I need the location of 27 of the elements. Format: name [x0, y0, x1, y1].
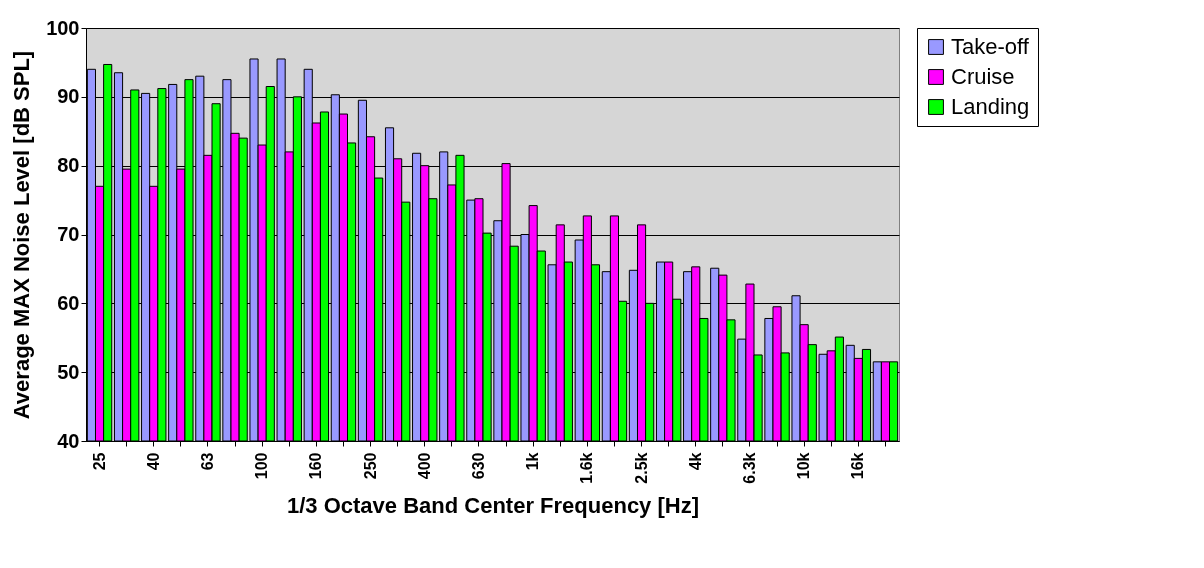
x-tick-label: 25 — [90, 452, 108, 471]
x-tick-label: 1.6k — [578, 452, 596, 484]
x-tick-label: 16k — [849, 452, 867, 480]
x-tick-label: 4k — [686, 452, 704, 471]
legend-label: Take-off — [951, 34, 1030, 59]
x-tick-label: 63 — [198, 452, 216, 471]
x-tick-label: 250 — [361, 452, 379, 480]
y-tick-label: 90 — [57, 85, 80, 108]
y-tick-label: 80 — [57, 154, 80, 177]
y-tick-label: 100 — [46, 16, 80, 39]
y-tick-label: 70 — [57, 223, 80, 245]
y-tick-label: 60 — [57, 291, 80, 314]
x-tick-label: 400 — [415, 452, 433, 480]
x-tick-label: 630 — [469, 452, 487, 480]
x-tick-label: 1k — [524, 452, 542, 471]
x-tick-label: 100 — [253, 452, 271, 480]
y-axis-title: Average MAX Noise Level [dB SPL] — [9, 50, 35, 420]
x-tick-label: 2.5k — [632, 452, 650, 484]
x-axis-title: 1/3 Octave Band Center Frequency [Hz] — [286, 492, 700, 518]
legend-label: Landing — [951, 94, 1030, 119]
legend-label: Cruise — [951, 64, 1015, 89]
x-tick-label: 10k — [795, 452, 813, 480]
x-tick-label: 40 — [144, 452, 162, 471]
y-tick-label: 40 — [57, 429, 80, 452]
x-tick-label: 6.3k — [740, 452, 758, 484]
y-tick-label: 50 — [57, 360, 80, 383]
x-tick-label: 160 — [307, 452, 325, 480]
